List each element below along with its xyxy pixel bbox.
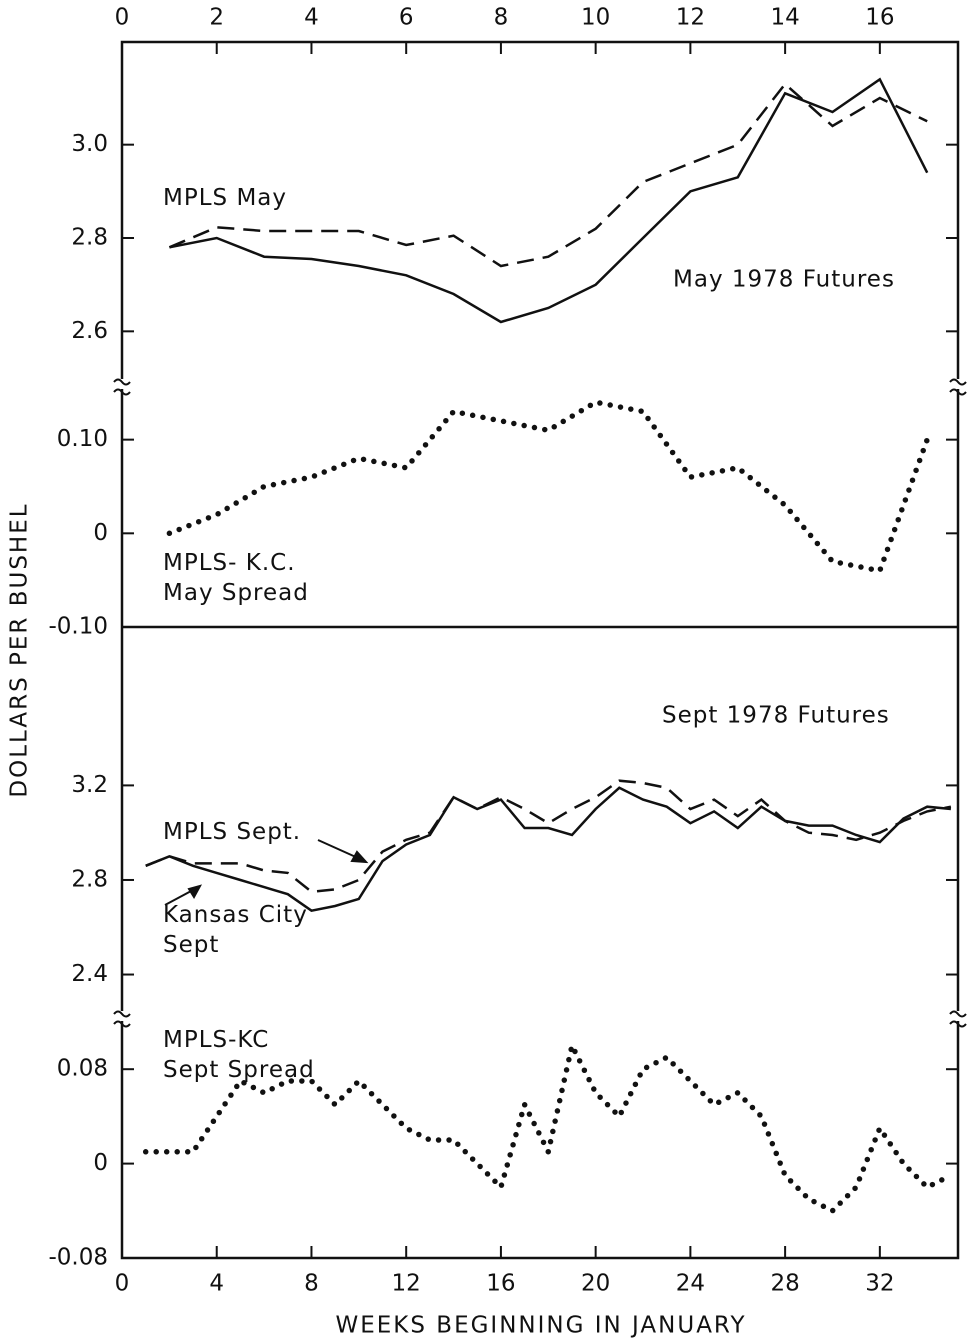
x-tick-label: 32 [865,1271,894,1297]
y-tick-label: 2.8 [71,225,108,251]
x-tick-label: 4 [209,1271,224,1297]
y-tick-label: 0 [93,520,108,546]
axis-breaks [114,379,966,1021]
series-line [145,779,952,894]
annotation: Sept 1978 Futures [662,703,890,729]
series-line [168,82,928,268]
x-tick-label: 4 [304,5,319,31]
annotation: May 1978 Futures [673,267,895,293]
x-tick-label: 28 [770,1271,799,1297]
x-tick-label: 2 [209,5,224,31]
y-tick-label: 3.0 [71,131,108,157]
series-line [145,786,952,913]
series-line [142,1037,954,1215]
x-tick-label: 14 [770,5,799,31]
y-tick-label: 2.8 [71,866,108,892]
y-tick-label: 0.10 [57,426,108,452]
series-line [166,399,930,574]
series-label: MPLS-KC Sept Spread [163,1027,315,1083]
series-label: MPLS- K.C. May Spread [163,550,309,606]
x-tick-label: 6 [399,5,414,31]
y-tick-label: -0.10 [48,614,108,640]
series-line [169,77,929,324]
x-axis-label: WEEKS BEGINNING IN JANUARY [336,1313,747,1339]
x-tick-label: 8 [304,1271,319,1297]
series-label: MPLS May [163,185,287,211]
y-tick-label: 2.4 [71,961,108,987]
series-label: MPLS Sept. [163,819,302,845]
break-marks [113,378,967,1028]
x-tick-label: 10 [581,5,610,31]
y-tick-label: 3.2 [71,772,108,798]
x-tick-label: 16 [486,1271,515,1297]
arrows [164,839,369,906]
x-tick-label: 12 [676,5,705,31]
x-tick-label: 24 [676,1271,705,1297]
x-tick-label: 8 [494,5,509,31]
y-tick-label: 2.6 [71,318,108,344]
y-tick-label: 0.08 [57,1056,108,1082]
x-tick-label: 12 [392,1271,421,1297]
series-label: Kansas City Sept [163,902,308,958]
frame [120,40,960,1260]
x-tick-label: 0 [115,5,130,31]
x-tick-label: 0 [115,1271,130,1297]
x-tick-label: 16 [865,5,894,31]
x-tick-label: 20 [581,1271,610,1297]
y-tick-label: 0 [93,1150,108,1176]
y-tick-label: -0.08 [48,1245,108,1271]
y-axis-label: DOLLARS PER BUSHEL [7,502,33,797]
